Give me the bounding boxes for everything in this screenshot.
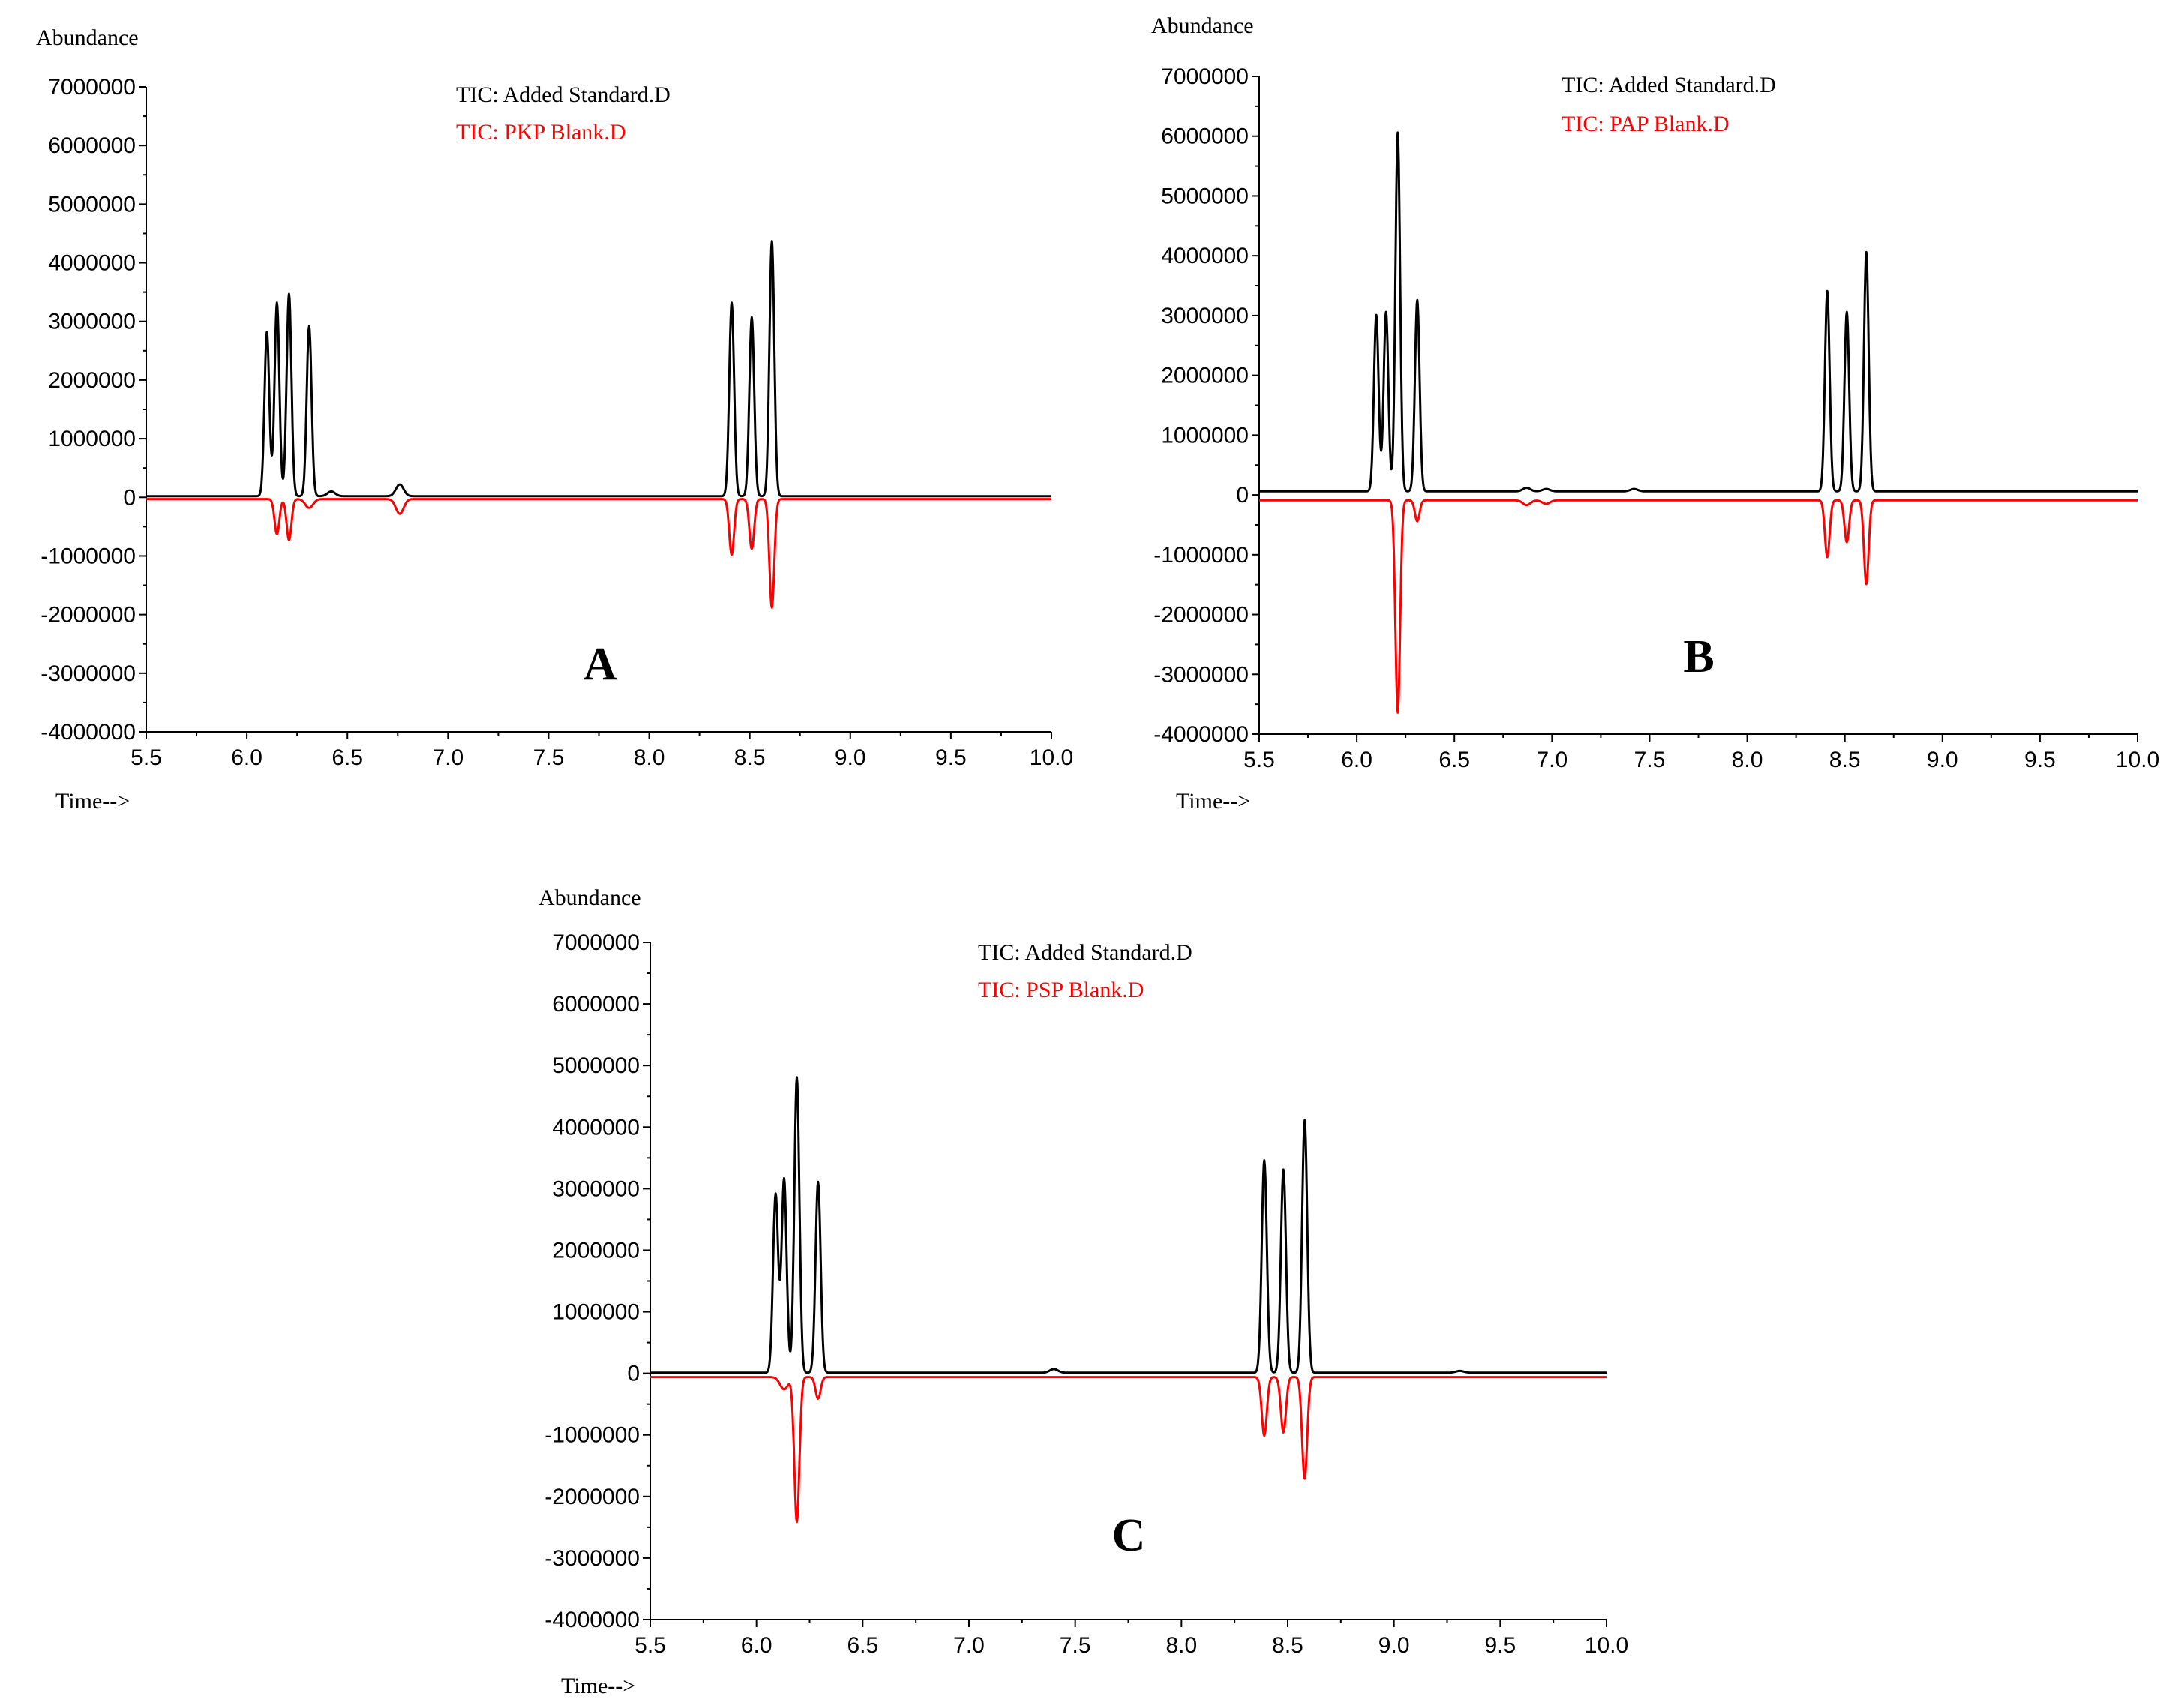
x-tick-label: 5.5 (130, 745, 162, 770)
x-tick-label: 7.5 (533, 745, 565, 770)
x-tick-label: 6.5 (332, 745, 363, 770)
legend-entry: TIC: Added Standard.D (456, 82, 670, 107)
y-tick-label: 4000000 (552, 1115, 640, 1140)
x-tick-label: 8.5 (734, 745, 766, 770)
y-tick-label: 5000000 (48, 192, 136, 217)
x-tick-label: 5.5 (1244, 748, 1275, 772)
x-tick-label: 7.5 (1060, 1633, 1091, 1658)
x-tick-label: 9.5 (2024, 748, 2056, 772)
y-tick-label: 6000000 (1161, 124, 1249, 149)
legend-entry: TIC: PAP Blank.D (1562, 112, 1730, 136)
y-tick-label: -2000000 (544, 1485, 640, 1509)
y-tick-label: 5000000 (552, 1053, 640, 1078)
series-line-standard (650, 1076, 1607, 1374)
series-line-standard (146, 240, 1052, 498)
x-tick-label: 9.5 (1484, 1633, 1516, 1658)
x-axis-title: Time--> (1176, 789, 1250, 814)
x-tick-label: 8.0 (1732, 748, 1763, 772)
y-tick-label: -4000000 (1154, 722, 1249, 747)
y-tick-label: 4000000 (48, 251, 136, 276)
legend-entry: TIC: Added Standard.D (978, 940, 1192, 965)
x-tick-label: 6.5 (1438, 748, 1470, 772)
y-tick-label: -3000000 (40, 661, 136, 686)
y-tick-label: -1000000 (544, 1423, 640, 1448)
panel-label: C (1112, 1510, 1146, 1561)
x-axis-title: Time--> (561, 1674, 635, 1698)
y-tick-label: -2000000 (1154, 603, 1249, 628)
y-tick-label: 0 (627, 1362, 640, 1386)
y-tick-label: 2000000 (552, 1238, 640, 1263)
x-tick-label: 7.5 (1634, 748, 1666, 772)
x-tick-label: 8.0 (1166, 1633, 1197, 1658)
x-tick-label: 10.0 (1030, 745, 1073, 770)
x-tick-label: 10.0 (2116, 748, 2159, 772)
x-tick-label: 6.0 (231, 745, 262, 770)
y-tick-label: 3000000 (1161, 304, 1249, 328)
y-tick-label: -3000000 (1154, 662, 1249, 687)
y-tick-label: 3000000 (552, 1176, 640, 1201)
y-axis-title: Abundance (538, 885, 641, 910)
x-tick-label: 7.0 (953, 1633, 985, 1658)
y-tick-label: -3000000 (544, 1546, 640, 1571)
y-tick-label: 7000000 (48, 75, 136, 100)
x-axis-title: Time--> (56, 789, 130, 814)
x-tick-label: 6.0 (1341, 748, 1372, 772)
y-tick-label: -1000000 (40, 544, 136, 568)
y-tick-label: 7000000 (1161, 64, 1249, 89)
x-tick-label: 10.0 (1585, 1633, 1628, 1658)
panel-label: B (1683, 631, 1714, 682)
chart-panel-b: -4000000 -3000000 -2000000 -1000000 0 1000000… (1151, 13, 2159, 814)
x-tick-label: 9.0 (835, 745, 866, 770)
y-tick-label: 0 (123, 485, 136, 510)
x-tick-label: 9.0 (1927, 748, 1958, 772)
chart-panel-c: -4000000 -3000000 -2000000 -1000000 0 1000000… (538, 885, 1628, 1698)
y-tick-label: 7000000 (552, 930, 640, 955)
y-tick-label: 0 (1236, 483, 1249, 508)
x-tick-label: 9.0 (1378, 1633, 1410, 1658)
y-tick-label: 6000000 (48, 133, 136, 158)
x-tick-label: 7.0 (432, 745, 464, 770)
x-tick-label: 8.0 (634, 745, 665, 770)
legend-entry: TIC: Added Standard.D (1562, 73, 1776, 97)
x-tick-label: 7.0 (1536, 748, 1568, 772)
x-tick-label: 8.5 (1272, 1633, 1304, 1658)
y-tick-label: 3000000 (48, 310, 136, 334)
y-tick-label: 2000000 (48, 368, 136, 393)
series-line-blank (146, 498, 1052, 609)
y-axis-title: Abundance (36, 25, 139, 50)
y-tick-label: 5000000 (1161, 184, 1249, 208)
y-tick-label: 4000000 (1161, 244, 1249, 268)
y-tick-label: 2000000 (1161, 364, 1249, 388)
y-tick-label: -4000000 (544, 1608, 640, 1632)
y-tick-label: 1000000 (552, 1300, 640, 1325)
legend-entry: TIC: PSP Blank.D (978, 978, 1144, 1002)
x-tick-label: 9.5 (935, 745, 967, 770)
y-tick-label: -1000000 (1154, 543, 1249, 568)
x-tick-label: 6.0 (741, 1633, 772, 1658)
series-line-standard (1258, 131, 2138, 493)
panel-label: A (584, 639, 617, 690)
x-tick-label: 6.5 (847, 1633, 878, 1658)
x-tick-label: 8.5 (1829, 748, 1861, 772)
chart-panel-a: -4000000 -3000000 -2000000 -1000000 0 1000000… (36, 25, 1073, 814)
y-tick-label: -4000000 (40, 720, 136, 745)
series-line-blank (1258, 499, 2138, 714)
series-line-blank (650, 1376, 1607, 1524)
y-tick-label: 6000000 (552, 992, 640, 1017)
y-tick-label: 1000000 (48, 427, 136, 451)
y-tick-label: -2000000 (40, 603, 136, 628)
y-tick-label: 1000000 (1161, 423, 1249, 448)
x-tick-label: 5.5 (634, 1633, 666, 1658)
legend-entry: TIC: PKP Blank.D (456, 120, 626, 145)
y-axis-title: Abundance (1151, 13, 1254, 38)
